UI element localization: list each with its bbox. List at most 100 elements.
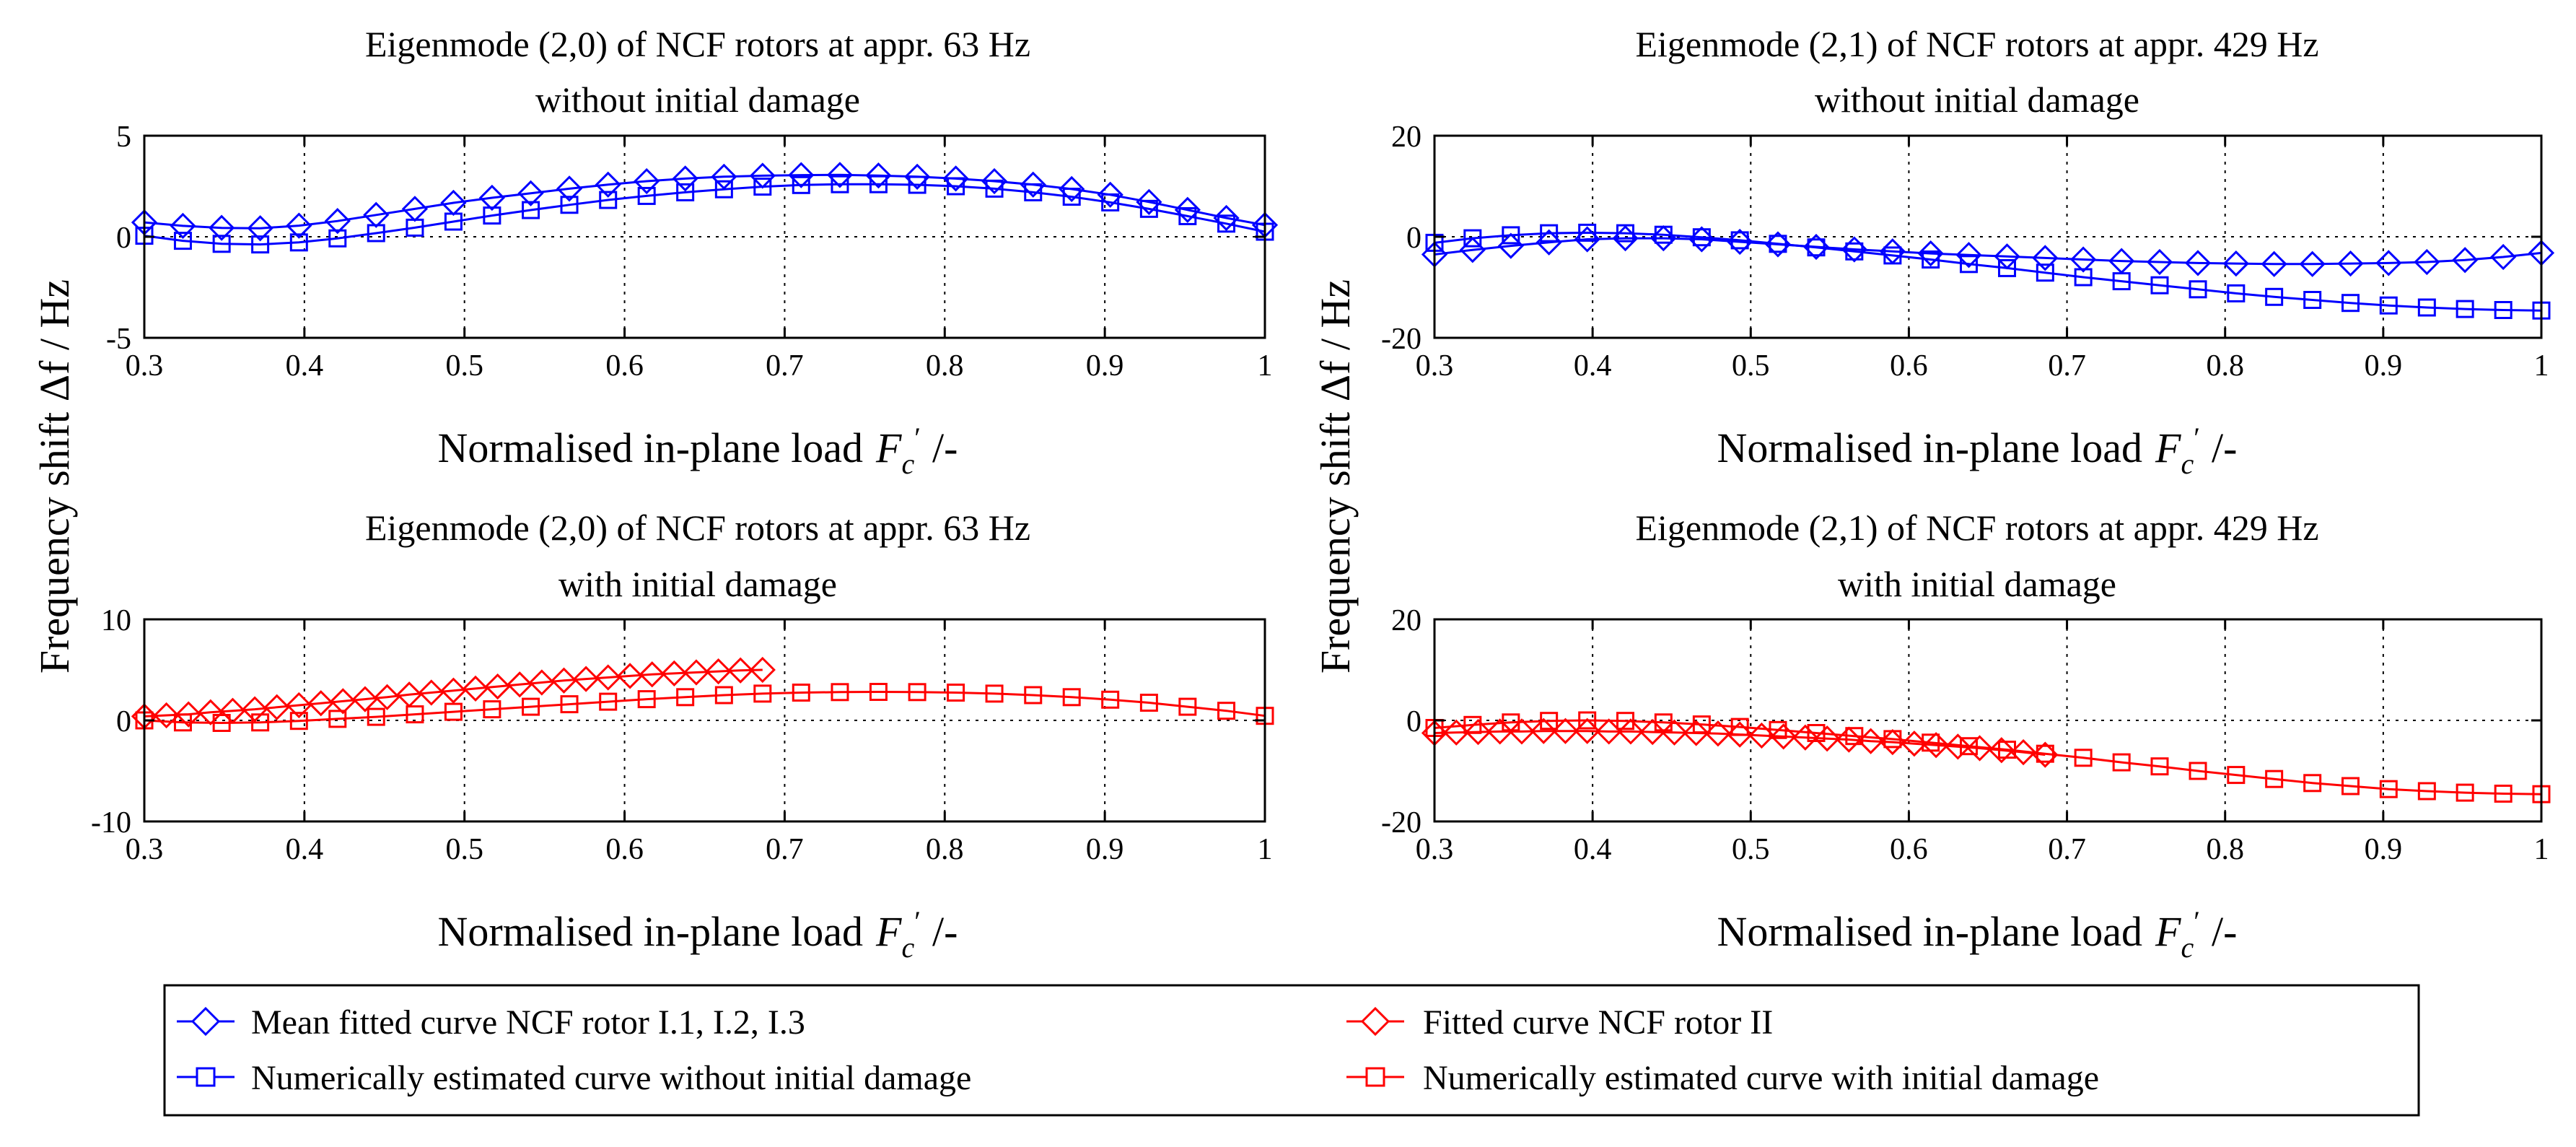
data-point-square	[2341, 294, 2360, 313]
data-point-diamond	[1955, 242, 1982, 269]
x-tick-label: 1	[1258, 349, 1273, 383]
x-tick-label: 0.7	[2048, 833, 2086, 866]
x-tick-label: 0.5	[1732, 349, 1770, 383]
data-point-square	[1730, 231, 1749, 250]
data-point-square	[560, 196, 579, 214]
plot-area: 0.3 0.4 0.5 0.6 0.7 0.8 0.9 1 -20 0 20	[1381, 121, 2555, 383]
x-tick-label: 0.5	[1732, 833, 1770, 866]
x-axis-label: Normalised in-plane load Fc′/-	[1717, 905, 2238, 964]
data-point-square	[1178, 206, 1197, 225]
data-point-square	[1692, 715, 1711, 734]
data-point-diamond	[1465, 718, 1491, 746]
data-point-square	[367, 224, 385, 243]
panel-title-line1: Eigenmode (2,0) of NCF rotors at appr. 6…	[365, 507, 1030, 548]
panel-title-line1: Eigenmode (2,1) of NCF rotors at appr. 4…	[1635, 507, 2318, 548]
data-point-diamond	[1617, 718, 1644, 745]
panel-top-right: Eigenmode (2,1) of NCF rotors at appr. 4…	[1381, 24, 2555, 480]
data-point-square	[1845, 727, 1864, 746]
data-point-diamond	[1059, 175, 1085, 203]
data-point-square	[714, 686, 733, 705]
y-tick-label: -20	[1381, 323, 1421, 356]
data-point-diamond	[616, 663, 644, 689]
x-tick-label: 0.9	[1086, 349, 1124, 383]
data-point-square	[714, 180, 733, 199]
data-point-square	[483, 206, 501, 225]
legend-diamond-marker	[1360, 1006, 1390, 1037]
data-point-square	[1883, 730, 1902, 749]
data-point-square	[599, 692, 618, 711]
data-point-square	[289, 712, 308, 730]
data-point-square	[173, 232, 192, 250]
data-point-diamond	[904, 163, 931, 190]
data-point-square	[2074, 268, 2093, 287]
x-tick-label: 1	[2534, 833, 2549, 866]
data-point-diamond	[942, 165, 969, 192]
data-point-square	[753, 684, 772, 703]
series-line	[144, 183, 1266, 246]
data-point-diamond	[2184, 250, 2212, 276]
data-point-diamond	[1966, 735, 1993, 762]
y-tick-label: -10	[91, 806, 131, 839]
data-point-square	[1578, 711, 1597, 730]
data-point-square	[522, 201, 540, 219]
data-point-square	[483, 700, 501, 719]
data-point-diamond	[307, 690, 334, 717]
legend-label: Mean fitted curve NCF rotor I.1, I.2, I.…	[251, 1003, 805, 1042]
data-point-square	[444, 702, 463, 721]
data-point-diamond	[865, 162, 892, 189]
x-tick-label: 1	[2534, 349, 2549, 383]
data-point-square	[1959, 737, 1978, 756]
data-point-square	[1998, 258, 2017, 277]
data-point-diamond	[683, 659, 710, 686]
data-point-diamond	[2414, 248, 2440, 276]
data-point-square	[908, 683, 926, 702]
data-point-diamond	[2337, 250, 2364, 277]
x-tick-label: 0.4	[1574, 349, 1612, 383]
data-point-square	[947, 684, 965, 702]
x-axis-label: Normalised in-plane load Fc′/-	[438, 905, 958, 964]
data-point-square	[2379, 780, 2398, 798]
data-point-diamond	[1486, 718, 1513, 745]
data-point-diamond	[363, 201, 390, 228]
data-point-diamond	[826, 162, 854, 188]
y-tick-label: 20	[1391, 121, 1421, 154]
data-point-diamond	[1988, 737, 2015, 764]
x-axis-label: Normalised in-plane load Fc′/-	[1717, 422, 2238, 480]
data-point-square	[2036, 744, 2054, 763]
data-point-diamond	[330, 688, 356, 715]
ylabel-left: Frequency shift Δf / Hz	[31, 279, 78, 673]
data-point-square	[289, 233, 308, 252]
data-point-square	[2455, 300, 2474, 318]
data-point-square	[1062, 188, 1081, 206]
data-point-square	[1922, 733, 1940, 752]
data-point-square	[599, 191, 618, 209]
data-point-square	[212, 235, 231, 253]
data-point-square	[2189, 280, 2207, 299]
data-point-square	[2036, 263, 2054, 282]
data-point-square	[1101, 193, 1120, 211]
plot-area: 0.3 0.4 0.5 0.6 0.7 0.8 0.9 1 -5 0 5	[106, 121, 1279, 383]
data-point-diamond	[1639, 718, 1666, 746]
legend-entry-numerical-without: Numerically estimated curve without init…	[177, 1059, 971, 1097]
data-point-diamond	[727, 657, 754, 684]
legend-square-marker	[196, 1067, 216, 1087]
data-point-diamond	[1530, 718, 1557, 744]
panel-title-line2: without initial damage	[1815, 79, 2139, 120]
data-point-diamond	[2222, 250, 2249, 277]
data-point-square	[2227, 766, 2246, 785]
data-point-diamond	[2070, 246, 2097, 273]
data-point-square	[1139, 199, 1158, 218]
data-point-diamond	[1661, 719, 1688, 746]
y-tick-label: -5	[106, 323, 131, 356]
series-line	[1434, 719, 2542, 795]
data-point-diamond	[2452, 247, 2479, 274]
y-tick-label: 10	[101, 604, 131, 637]
data-point-diamond	[2375, 250, 2402, 276]
data-point-diamond	[2032, 245, 2059, 271]
data-point-square	[1024, 183, 1043, 201]
data-point-square	[985, 684, 1004, 703]
y-tick-label: 0	[116, 222, 131, 255]
data-point-square	[1807, 724, 1826, 742]
data-point-diamond	[981, 167, 1008, 195]
